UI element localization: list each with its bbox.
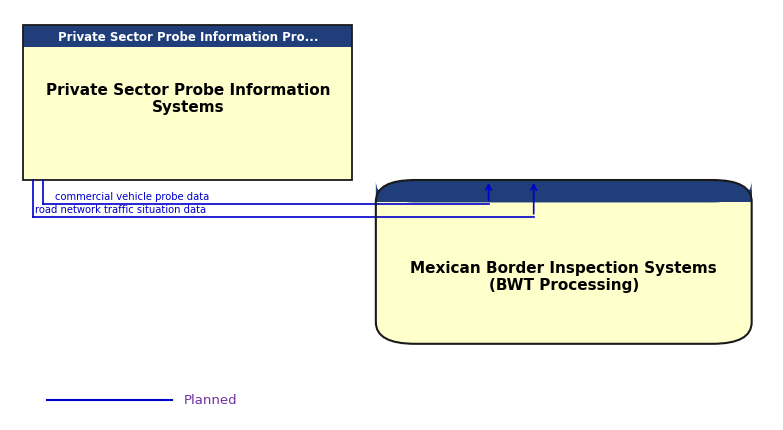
Text: Planned: Planned bbox=[184, 393, 237, 406]
FancyBboxPatch shape bbox=[376, 181, 752, 203]
Text: Private Sector Probe Information Pro...: Private Sector Probe Information Pro... bbox=[58, 31, 318, 43]
Text: Private Sector Probe Information
Systems: Private Sector Probe Information Systems bbox=[45, 82, 330, 115]
Bar bbox=[23, 48, 352, 181]
Text: road network traffic situation data: road network traffic situation data bbox=[35, 205, 207, 215]
Bar bbox=[23, 26, 352, 181]
FancyBboxPatch shape bbox=[376, 181, 752, 344]
Text: commercial vehicle probe data: commercial vehicle probe data bbox=[55, 192, 209, 202]
Bar bbox=[376, 190, 752, 203]
Bar bbox=[23, 26, 352, 48]
Text: Mexican Border Inspection Systems
(BWT Processing): Mexican Border Inspection Systems (BWT P… bbox=[410, 260, 717, 292]
